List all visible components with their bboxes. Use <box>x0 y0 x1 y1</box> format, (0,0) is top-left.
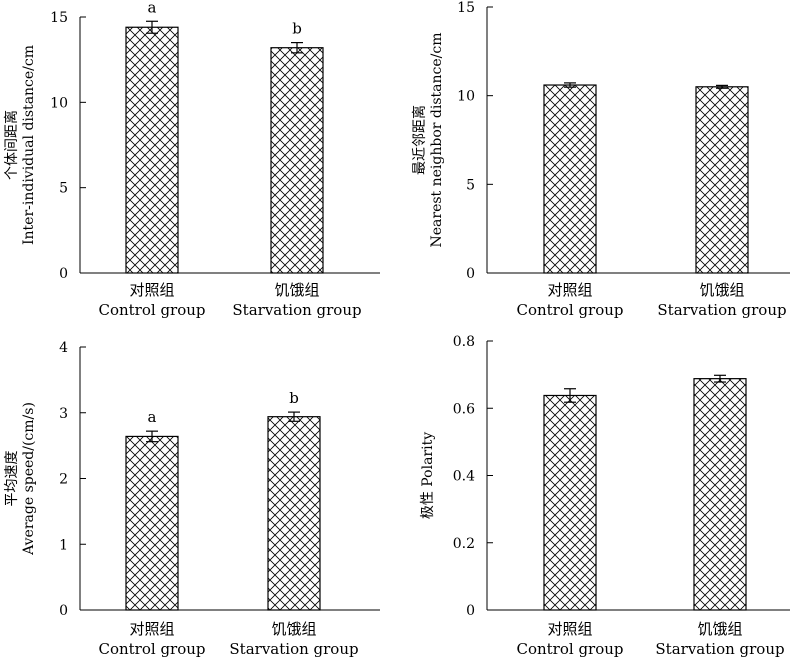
significance-letter: b <box>292 20 302 38</box>
chart-panel-nearest-neighbor-distance: 0 5 10 15 对照组 Control group 饥饿组 Starvation grou… <box>411 0 790 319</box>
y-tick-label: 2 <box>59 472 68 488</box>
bar <box>125 435 179 611</box>
x-category-label: 饥饿组 <box>699 281 744 299</box>
y-tick-label: 0 <box>466 266 475 282</box>
chart-panel-average-speed: 0 1 2 3 4 a 对照组 Control group b 饥饿组 Starvation gro… <box>4 340 380 658</box>
y-axis-label: 平均速度 <box>4 451 20 507</box>
x-category-label: 饥饿组 <box>271 620 316 638</box>
x-category-label: 对照组 <box>129 281 174 299</box>
x-category-label: Starvation group <box>657 301 786 319</box>
bar <box>543 394 597 611</box>
y-tick-label: 0.4 <box>453 469 475 485</box>
y-axis-label: Average speed/(cm/s) <box>21 402 37 556</box>
bar <box>125 26 179 274</box>
significance-letter: a <box>148 0 157 16</box>
x-category-label: 对照组 <box>547 620 592 638</box>
y-tick-label: 0 <box>59 266 68 282</box>
chart-panel-polarity: 0 0.2 0.4 0.6 0.8 对照组 Control group 饥饿组 Starvati… <box>420 334 790 658</box>
y-tick-label: 0.8 <box>453 334 475 350</box>
chart-panel-inter-individual-distance: 0 5 10 15 a 对照组 Control group b 饥饿组 Starvation gr… <box>3 0 380 319</box>
y-tick-label: 5 <box>59 181 68 197</box>
x-category-label: Starvation group <box>655 640 784 658</box>
bar <box>693 378 747 611</box>
x-category-label: Control group <box>516 640 623 658</box>
y-axis-label: 最近邻距离 <box>411 105 428 175</box>
significance-letter: a <box>148 408 157 426</box>
significance-letter: b <box>289 389 299 407</box>
y-tick-label: 0.6 <box>453 401 475 417</box>
y-tick-label: 4 <box>59 340 68 356</box>
x-category-label: Control group <box>516 301 623 319</box>
x-category-label: Control group <box>98 301 205 319</box>
y-tick-label: 0 <box>59 603 68 619</box>
x-category-label: Starvation group <box>229 640 358 658</box>
y-tick-label: 1 <box>59 537 68 553</box>
y-axis-label: Nearest neighbor distance/cm <box>429 33 445 248</box>
x-category-label: 饥饿组 <box>274 281 319 299</box>
x-category-label: 饥饿组 <box>697 620 742 638</box>
x-category-label: Control group <box>98 640 205 658</box>
x-category-label: 对照组 <box>547 281 592 299</box>
y-tick-label: 15 <box>457 0 475 16</box>
y-tick-label: 10 <box>457 89 475 105</box>
bar <box>270 47 324 274</box>
y-tick-label: 3 <box>59 406 68 422</box>
y-axis-label: 极性 Polarity <box>420 432 436 519</box>
y-tick-label: 5 <box>466 177 475 193</box>
x-category-label: 对照组 <box>129 620 174 638</box>
bar <box>695 86 749 274</box>
x-category-label: Starvation group <box>232 301 361 319</box>
bar <box>267 416 321 611</box>
bar <box>543 84 597 274</box>
y-tick-label: 10 <box>50 95 68 111</box>
y-axis-label: Inter-individual distance/cm <box>21 45 37 245</box>
y-axis-label: 个体间距离 <box>3 110 20 180</box>
y-tick-label: 0 <box>466 603 475 619</box>
y-tick-label: 0.2 <box>453 536 475 552</box>
y-tick-label: 15 <box>50 10 68 26</box>
